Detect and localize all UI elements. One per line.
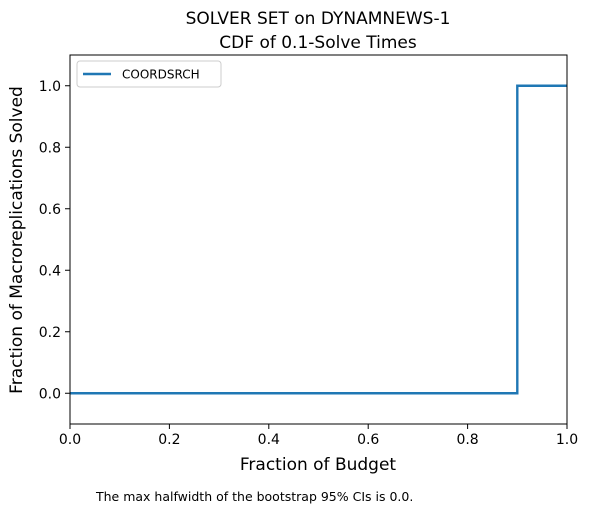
chart-title-line-1: SOLVER SET on DYNAMNEWS-1 — [186, 9, 451, 29]
plot-area: 0.0 0.2 0.4 0.6 0.8 1.0 0.0 0.2 0.4 0.6 0.8 1.0 — [39, 54, 578, 448]
x-tick-label: 0.0 — [59, 432, 81, 448]
ci-footnote: The max halfwidth of the bootstrap 95% C… — [95, 489, 413, 504]
x-tick-label: 0.6 — [357, 432, 379, 448]
legend-box — [76, 60, 222, 88]
chart-title: SOLVER SET on DYNAMNEWS-1 CDF of 0.1-Sol… — [186, 9, 451, 53]
x-tick-label: 0.8 — [456, 432, 478, 448]
x-tick-label: 1.0 — [556, 432, 578, 448]
x-tick-label: 0.4 — [258, 432, 280, 448]
y-tick-label: 0.8 — [39, 140, 61, 156]
y-axis-label: Fraction of Macroreplications Solved — [7, 86, 27, 394]
y-tick-label: 0.6 — [39, 202, 61, 218]
legend: COORDSRCH — [76, 60, 222, 88]
y-tick-label: 0.0 — [39, 386, 61, 402]
x-tick-label: 0.2 — [158, 432, 180, 448]
series-line-coordsrch — [70, 84, 567, 395]
legend-entry-label: COORDSRCH — [122, 68, 200, 82]
y-tick-label: 0.2 — [39, 325, 61, 341]
y-tick-label: 1.0 — [39, 79, 61, 95]
x-axis-label: Fraction of Budget — [240, 455, 397, 475]
y-tick-label: 0.4 — [39, 263, 61, 279]
plot-frame — [69, 54, 568, 425]
chart-title-line-2: CDF of 0.1-Solve Times — [219, 33, 417, 53]
